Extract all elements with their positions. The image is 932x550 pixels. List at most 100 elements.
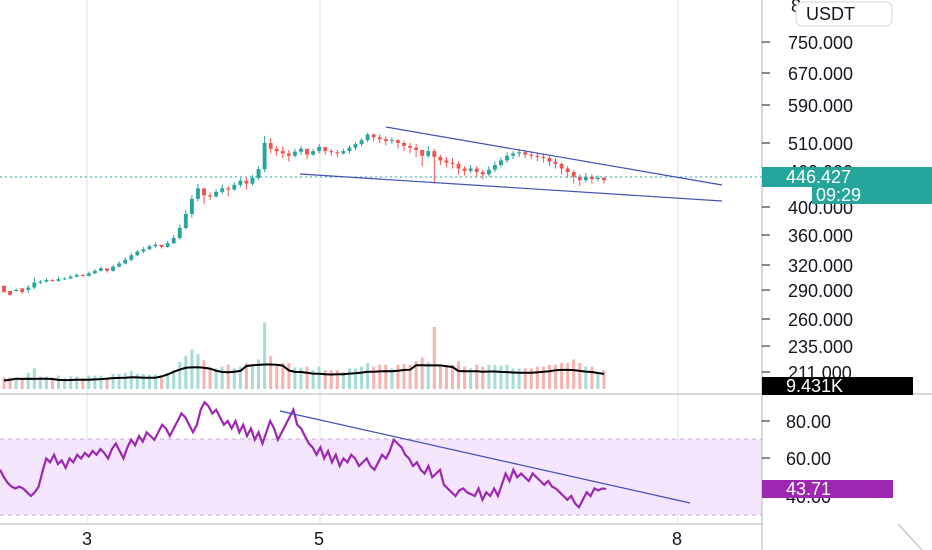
volume-bar [50, 378, 54, 389]
volume-bar [329, 370, 333, 389]
candle-body [589, 176, 594, 179]
volume-bar [378, 364, 382, 389]
volume-bar [432, 327, 436, 389]
volume-bar [469, 368, 473, 389]
candle-body [238, 180, 243, 185]
volume-bar [347, 368, 351, 389]
volume-bar [226, 364, 230, 389]
volume-bar [450, 364, 454, 389]
volume-bar [160, 377, 164, 389]
volume-bar [208, 369, 212, 389]
currency-selector[interactable]: USDT [795, 1, 893, 27]
candle-body [135, 251, 140, 256]
candle-body [335, 152, 340, 154]
volume-bar [505, 364, 509, 389]
volume-bar [390, 368, 394, 389]
candles [2, 132, 606, 296]
trendline-upper[interactable] [385, 126, 723, 186]
candle-body [159, 244, 164, 247]
volume-bar [396, 364, 400, 389]
volume-bar [541, 366, 545, 389]
candle-body [377, 137, 382, 140]
candle-body [444, 160, 449, 163]
volume-bar [178, 362, 182, 389]
price-tick-750: 750.000 [788, 33, 853, 53]
volume-bar [69, 376, 73, 389]
candle-body [523, 152, 528, 155]
candle-body [196, 188, 200, 199]
price-axis[interactable]: 8 750.000 670.000 590.000 510.000 460.00… [762, 0, 853, 383]
candle-body [311, 151, 316, 155]
volume-bar [269, 355, 273, 389]
candle-body [280, 151, 285, 154]
candle-body [74, 275, 79, 277]
candle-body [432, 151, 437, 157]
volume-bars [2, 322, 606, 389]
candle-body [50, 280, 55, 281]
candle-body [414, 147, 419, 150]
candle-body [244, 180, 249, 184]
volume-bar [341, 372, 345, 389]
volume-bar [263, 322, 267, 389]
volume-bar [323, 370, 327, 389]
volume-bar [457, 361, 461, 389]
volume-bar [372, 366, 376, 389]
candle-body [2, 285, 6, 292]
volume-ma-line [3, 363, 605, 382]
volume-bar [172, 370, 176, 389]
volume-bar [44, 376, 48, 389]
trendline-lower[interactable] [299, 173, 723, 202]
price-tick-590: 590.000 [788, 96, 853, 116]
volume-bar [463, 366, 467, 389]
candle-body [250, 177, 255, 184]
volume-bar [14, 377, 18, 389]
candle-body [347, 147, 352, 152]
candle-body [44, 280, 49, 282]
volume-bar [572, 359, 576, 389]
candle-body [268, 143, 273, 149]
volume-bar [511, 368, 515, 389]
candle-body [147, 246, 152, 250]
volume-bar [8, 377, 12, 389]
rsi-tick-60: 60.00 [786, 449, 831, 469]
volume-bar [299, 367, 303, 389]
volume-bar [87, 375, 91, 389]
volume-bar [529, 368, 533, 389]
candle-body [359, 140, 364, 145]
candle-body [571, 172, 576, 177]
candle-body [583, 176, 588, 181]
rsi-trendline[interactable] [279, 410, 691, 504]
time-axis[interactable]: 3 5 8 [82, 529, 682, 549]
volume-bar [2, 377, 6, 389]
candle-body [323, 147, 328, 152]
candle-body [105, 268, 109, 271]
volume-bar [105, 378, 109, 389]
price-tick-670: 670.000 [788, 64, 853, 84]
candle-body [129, 255, 134, 260]
volume-bar [438, 364, 442, 389]
price-tick-235: 235.000 [788, 337, 853, 357]
candle-body [396, 140, 400, 143]
candle-body [602, 177, 606, 181]
volume-bar [554, 364, 558, 389]
candle-body [123, 259, 128, 264]
candle-body [226, 188, 231, 190]
volume-bar [535, 366, 539, 389]
volume-bar [481, 366, 485, 389]
candle-body [262, 143, 267, 170]
volume-bar [523, 368, 527, 389]
candle-body [402, 143, 406, 146]
volume-bar [190, 349, 194, 389]
candle-body [8, 290, 12, 295]
volume-bar [584, 366, 588, 389]
candle-body [426, 151, 431, 156]
candle-body [171, 238, 176, 244]
volume-bar [311, 370, 315, 389]
candle-body [559, 163, 564, 169]
candle-body [353, 144, 358, 148]
candle-body [341, 151, 346, 154]
candle-body [32, 282, 37, 288]
volume-bar [360, 366, 364, 389]
volume-bar [384, 364, 388, 389]
